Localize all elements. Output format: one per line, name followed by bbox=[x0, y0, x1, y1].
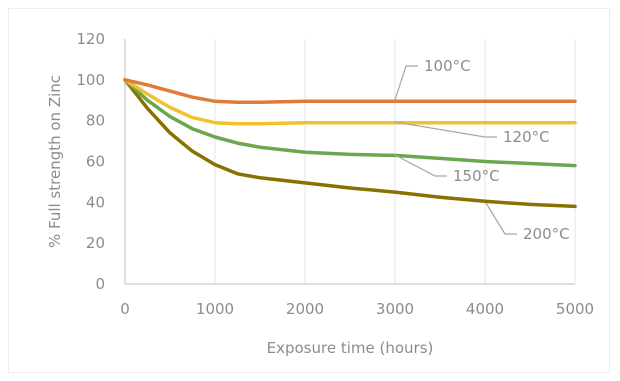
x-tick-label: 0 bbox=[120, 300, 130, 318]
x-tick-label: 3000 bbox=[376, 300, 414, 318]
series-line bbox=[125, 80, 575, 103]
y-axis-title: % Full strength on Zinc bbox=[46, 75, 64, 248]
y-tick-label: 100 bbox=[76, 71, 105, 89]
y-tick-label: 80 bbox=[86, 112, 105, 130]
x-tick-label: 4000 bbox=[466, 300, 504, 318]
series-label: 150°C bbox=[453, 167, 500, 185]
y-tick-label: 0 bbox=[95, 275, 105, 293]
y-tick-label: 120 bbox=[76, 30, 105, 48]
series-label: 100°C bbox=[424, 57, 471, 75]
axes: 0 1000 2000 3000 4000 5000 0 20 40 60 80 100 120 bbox=[76, 30, 594, 318]
x-axis-title: Exposure time (hours) bbox=[267, 339, 434, 357]
y-tick-label: 20 bbox=[86, 234, 105, 252]
series-label: 200°C bbox=[523, 225, 570, 243]
x-tick-label: 5000 bbox=[556, 300, 594, 318]
x-tick-label: 2000 bbox=[286, 300, 324, 318]
y-tick-label: 40 bbox=[86, 193, 105, 211]
annotation-leader-line bbox=[395, 66, 418, 100]
series-annotations: 100°C 120°C 150°C 200°C bbox=[395, 57, 570, 243]
series-label: 120°C bbox=[503, 128, 550, 146]
x-tick-label: 1000 bbox=[196, 300, 234, 318]
y-tick-label: 60 bbox=[86, 153, 105, 171]
annotation-leader-line bbox=[486, 203, 517, 234]
